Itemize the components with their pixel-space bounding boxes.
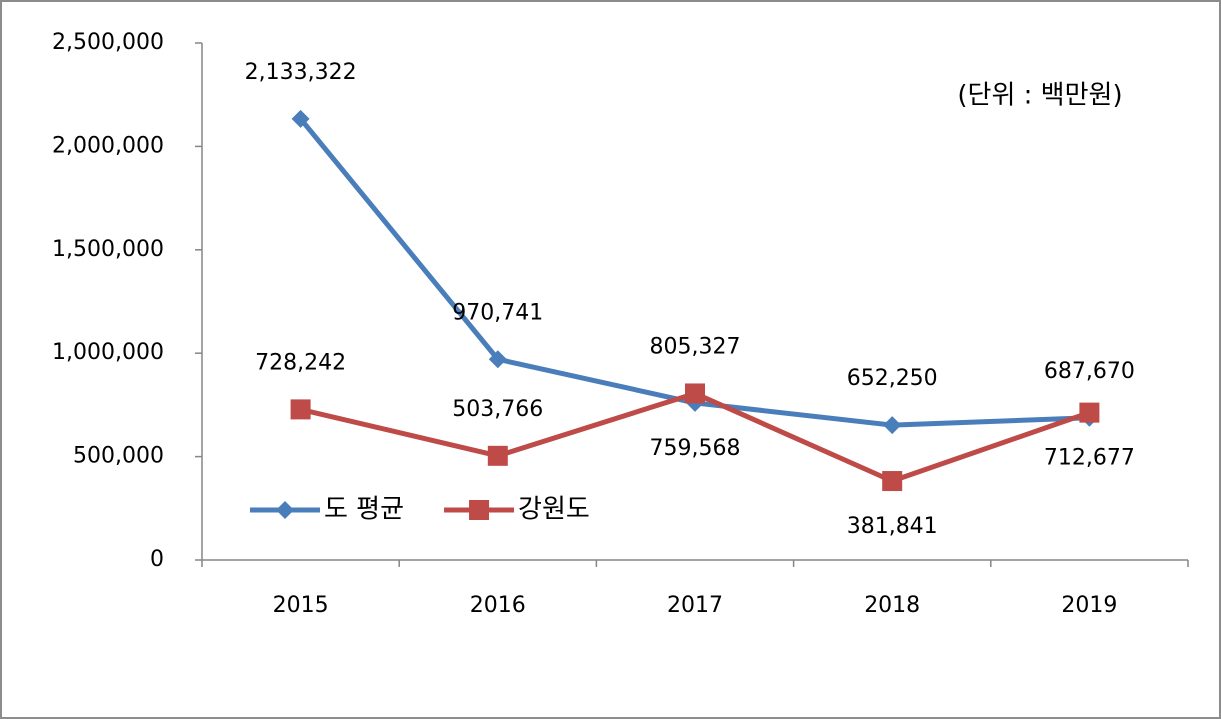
marker [883,416,902,435]
y-tick-label: 0 [150,547,164,572]
x-tick-label: 2017 [667,593,723,618]
x-tick-label: 2019 [1061,593,1117,618]
marker [487,445,508,466]
y-tick-label: 1,000,000 [52,340,164,365]
data-label: 652,250 [847,366,938,391]
marker [685,383,705,404]
data-label: 728,242 [255,350,346,375]
marker [290,399,311,420]
unit-note: (단위 : 백만원) [957,81,1122,111]
x-tick-label: 2016 [470,593,526,618]
data-label: 503,766 [452,397,543,422]
y-tick-label: 2,000,000 [52,133,164,158]
marker [1079,402,1100,423]
data-label: 805,327 [650,334,741,359]
x-tick-label: 2015 [273,593,329,618]
marker [276,501,294,519]
marker [882,471,903,492]
legend-label: 강원도 [518,495,590,525]
marker [488,350,507,369]
data-label: 970,741 [452,300,543,325]
x-tick-label: 2018 [864,593,920,618]
marker [291,109,310,128]
data-label: 2,133,322 [245,60,357,85]
data-label: 759,568 [650,436,741,461]
legend-label: 도 평균 [324,495,404,525]
marker [469,500,490,520]
y-tick-label: 2,500,000 [52,30,164,55]
data-label: 687,670 [1044,359,1135,384]
data-label: 381,841 [847,514,938,539]
y-tick-label: 500,000 [73,444,164,469]
data-label: 712,677 [1044,446,1135,471]
y-tick-label: 1,500,000 [52,237,164,262]
